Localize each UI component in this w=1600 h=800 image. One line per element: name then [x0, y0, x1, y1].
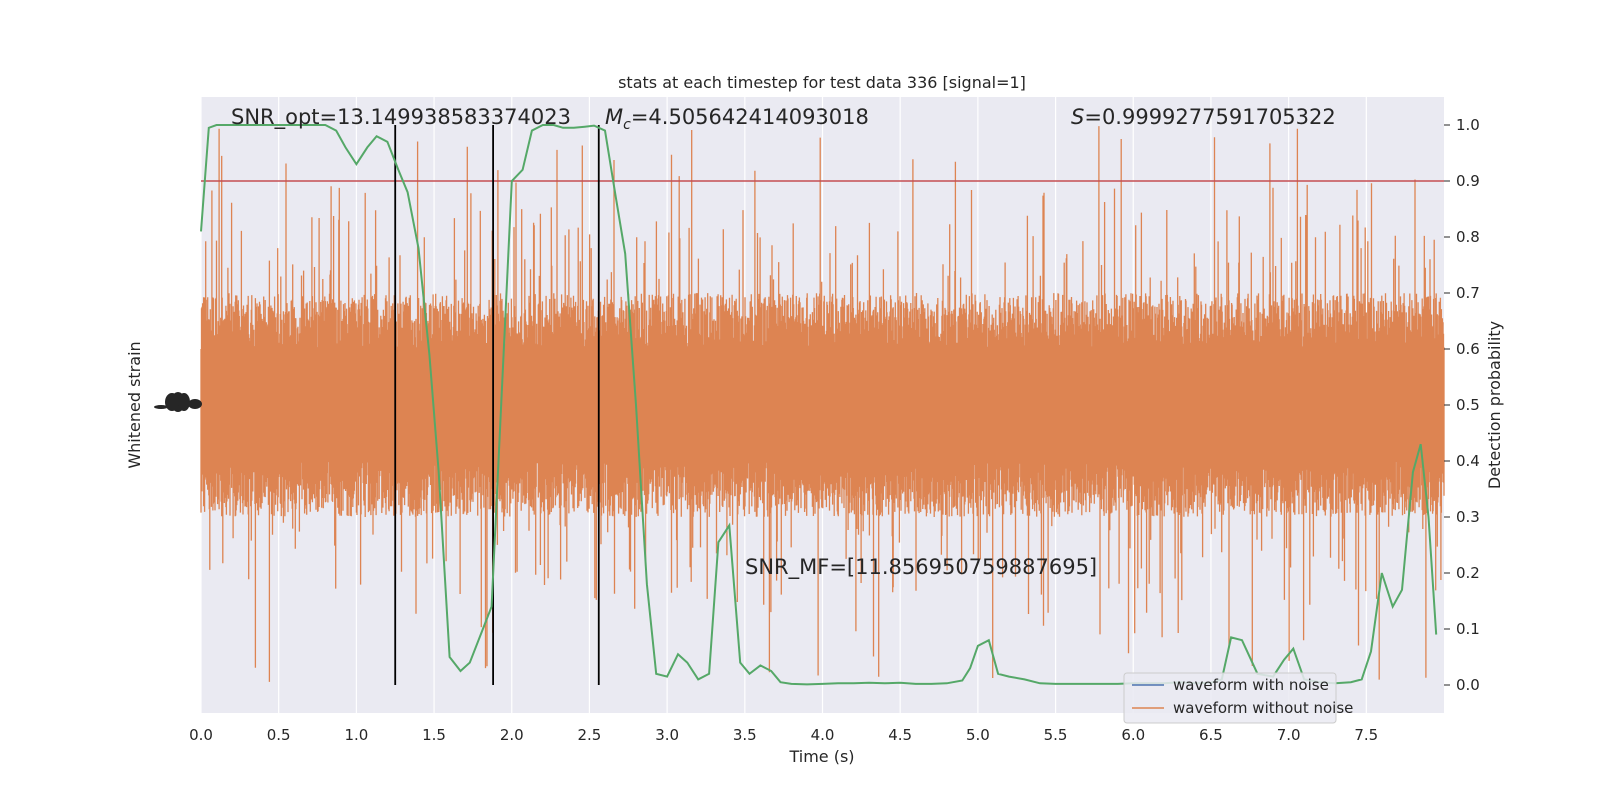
y-right-tick-label-7: 0.7 [1456, 284, 1480, 302]
x-tick-label-6: 3.0 [655, 726, 679, 744]
x-tick-label-7: 3.5 [733, 726, 757, 744]
y-right-tick-label-1: 0.1 [1456, 620, 1480, 638]
annotation-chirp-mass-subscript: c [623, 117, 631, 133]
x-axis-label: Time (s) [788, 747, 854, 766]
annotation-score-value: =0.9999277591705322 [1084, 105, 1335, 129]
left-tick-blob-4 [154, 405, 168, 409]
strain-layer [200, 126, 1445, 682]
left-axis-ticks [154, 392, 202, 412]
x-tick-label-8: 4.0 [811, 726, 835, 744]
x-tick-label-15: 7.5 [1354, 726, 1378, 744]
y-axis-label-right: Detection probability [1485, 321, 1504, 489]
x-tick-label-14: 7.0 [1277, 726, 1301, 744]
ticks-layer: 0.0 0.5 1.0 1.5 2.0 2.5 3.0 3.5 4.0 4.5 5.0 5.5 6.0 6… [189, 116, 1480, 744]
left-tick-blob-3 [188, 399, 202, 409]
y-right-tick-label-5: 0.5 [1456, 396, 1480, 414]
x-tick-label-1: 0.5 [267, 726, 291, 744]
legend-box [1123, 672, 1337, 724]
x-tick-label-9: 4.5 [888, 726, 912, 744]
y-axis-label-left: Whitened strain [125, 341, 144, 468]
left-tick-blob-2 [178, 393, 190, 411]
annotation-snr-opt: SNR_opt=13.149938583374023 [231, 105, 571, 130]
x-tick-label-11: 5.5 [1044, 726, 1068, 744]
y-right-tick-label-2: 0.2 [1456, 564, 1480, 582]
annotation-chirp-mass-symbol: M [605, 105, 623, 129]
x-tick-label-4: 2.0 [500, 726, 524, 744]
x-tick-label-12: 6.0 [1121, 726, 1145, 744]
x-tick-label-0: 0.0 [189, 726, 213, 744]
y-right-tick-label-3: 0.3 [1456, 508, 1480, 526]
y-right-tick-label-10: 1.0 [1456, 116, 1480, 134]
strain-series-without-noise [200, 126, 1445, 682]
x-tick-label-2: 1.0 [344, 726, 368, 744]
legend: waveform with noise waveform without noi… [1123, 672, 1353, 724]
annotation-chirp-mass: Mc=4.505642414093018 [605, 105, 869, 133]
x-tick-label-3: 1.5 [422, 726, 446, 744]
legend-label-without-noise: waveform without noise [1173, 699, 1353, 717]
legend-label-with-noise: waveform with noise [1173, 676, 1329, 694]
annotation-chirp-mass-value: =4.505642414093018 [631, 105, 869, 129]
annotation-score: S=0.9999277591705322 [1071, 105, 1336, 129]
y-right-tick-label-6: 0.6 [1456, 340, 1480, 358]
x-tick-label-5: 2.5 [578, 726, 602, 744]
y-right-tick-label-8: 0.8 [1456, 228, 1480, 246]
y-right-tick-label-0: 0.0 [1456, 676, 1480, 694]
probability-line [200, 124, 1438, 686]
x-tick-label-13: 6.5 [1199, 726, 1223, 744]
y-right-tick-label-4: 0.4 [1456, 452, 1480, 470]
y-right-tick-label-9: 0.9 [1456, 172, 1480, 190]
annotation-score-symbol: S [1071, 105, 1084, 129]
probability-layer [200, 124, 1444, 686]
x-tick-label-10: 5.0 [966, 726, 990, 744]
chart-title: stats at each timestep for test data 336… [618, 73, 1026, 92]
annotation-snr-mf: SNR_MF=[11.856950759887695] [745, 555, 1097, 580]
